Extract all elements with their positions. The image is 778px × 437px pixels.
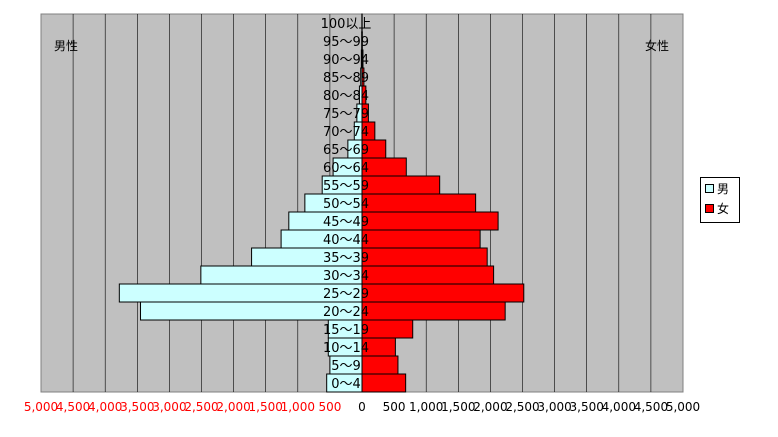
category-label: 75～79: [323, 107, 369, 122]
x-tick-label-right: 1,500: [441, 400, 475, 414]
bar-female-20～24: [361, 301, 506, 321]
bar-female-0～4: [361, 373, 407, 393]
category-label: 20～24: [323, 305, 369, 320]
legend-label-male: 男: [717, 181, 730, 196]
x-tick-label-right: 0: [358, 400, 366, 414]
x-tick-label-right: 5,000: [666, 400, 700, 414]
bar-female-45～49: [361, 211, 499, 231]
right-side-label: 女性: [645, 38, 669, 53]
category-label: 100以上: [321, 17, 372, 32]
x-tick-label-right: 500: [383, 400, 406, 414]
x-tick-label-left: 3,500: [120, 400, 154, 414]
category-label: 40～44: [323, 233, 369, 248]
bar-female-25～29: [361, 283, 525, 303]
category-label: 10～14: [323, 341, 369, 356]
category-label: 30～34: [323, 269, 369, 284]
category-label: 5～9: [331, 359, 361, 374]
x-tick-label-left: 1,000: [281, 400, 315, 414]
bar-female-35～39: [361, 247, 488, 267]
category-label: 25～29: [323, 287, 369, 302]
x-tick-label-right: 1,000: [409, 400, 443, 414]
left-side-label: 男性: [54, 39, 78, 53]
x-tick-label-left: 2,000: [216, 400, 250, 414]
category-label: 0～4: [331, 377, 361, 392]
x-tick-label-right: 2,500: [505, 400, 539, 414]
legend-swatch-male: [705, 183, 714, 193]
x-tick-label-left: 2,500: [184, 400, 218, 414]
category-label: 35～39: [323, 251, 369, 266]
x-tick-label-left: 1,500: [249, 400, 283, 414]
bar-female-55～59: [361, 175, 441, 195]
legend-label-female: 女: [717, 201, 730, 216]
legend-swatch-female: [705, 203, 714, 213]
category-label: 80～84: [323, 89, 369, 104]
bar-female-50～54: [361, 193, 477, 213]
category-label: 60～64: [323, 161, 369, 176]
legend-item-male: 男: [701, 178, 739, 198]
x-tick-label-left: 500: [318, 400, 341, 414]
legend-item-female: 女: [701, 198, 739, 218]
x-tick-label-right: 4,500: [634, 400, 668, 414]
bar-female-40～44: [361, 229, 481, 249]
x-tick-label-left: 4,000: [88, 400, 122, 414]
category-label: 85～89: [323, 71, 369, 86]
category-label: 70～74: [323, 125, 369, 140]
bar-female-5～9: [361, 355, 399, 375]
legend: 男 女: [700, 177, 740, 223]
x-tick-label-left: 5,000: [24, 400, 58, 414]
bar-female-30～34: [361, 265, 495, 285]
category-label: 90～94: [323, 53, 369, 68]
category-label: 15～19: [323, 323, 369, 338]
x-tick-label-right: 3,500: [570, 400, 604, 414]
x-tick-label-right: 3,000: [537, 400, 571, 414]
category-label: 95～99: [323, 35, 369, 50]
bar-female-15～19: [361, 319, 414, 339]
x-tick-label-right: 4,000: [602, 400, 636, 414]
category-label: 55～59: [323, 179, 369, 194]
category-label: 65～69: [323, 143, 369, 158]
x-tick-label-right: 2,000: [473, 400, 507, 414]
category-label: 50～54: [323, 197, 369, 212]
category-label: 45～49: [323, 215, 369, 230]
x-tick-label-left: 4,500: [56, 400, 90, 414]
x-tick-label-left: 3,000: [152, 400, 186, 414]
